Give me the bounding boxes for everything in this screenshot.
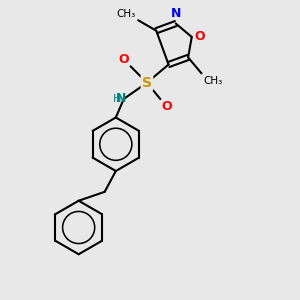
Text: O: O — [195, 30, 205, 44]
Text: N: N — [116, 92, 126, 105]
Text: CH₃: CH₃ — [204, 76, 223, 85]
Text: S: S — [142, 76, 152, 90]
Text: H: H — [113, 94, 122, 104]
Text: O: O — [118, 52, 129, 66]
Text: CH₃: CH₃ — [117, 9, 136, 19]
Text: N: N — [171, 7, 181, 20]
Text: O: O — [162, 100, 172, 113]
